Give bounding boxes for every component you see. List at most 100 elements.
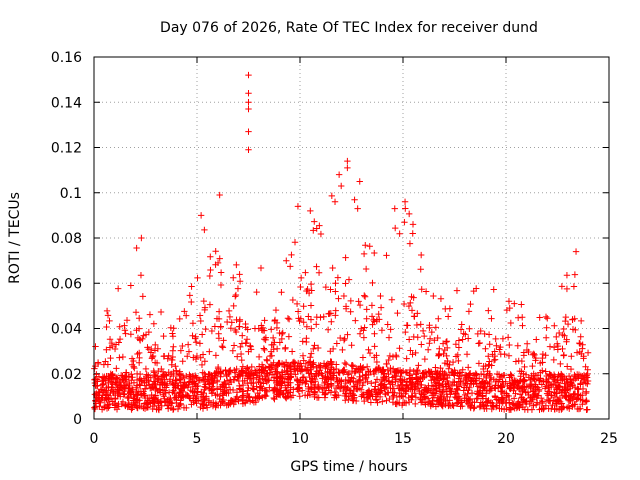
data-point [560, 325, 567, 333]
data-point [497, 398, 505, 405]
data-point [507, 406, 515, 413]
data-point [398, 392, 405, 399]
data-point [131, 364, 138, 372]
data-point [209, 380, 216, 387]
data-point [112, 375, 120, 382]
data-point [207, 253, 214, 260]
data-point [233, 316, 240, 324]
data-point [359, 354, 367, 361]
data-point [251, 325, 259, 332]
data-point [409, 351, 416, 358]
data-point [346, 387, 354, 394]
data-point [168, 361, 175, 368]
data-point [336, 369, 343, 377]
data-point [157, 379, 165, 386]
data-point [562, 393, 569, 401]
data-point [584, 366, 591, 373]
data-point [455, 344, 463, 351]
data-point [233, 261, 240, 269]
data-point [389, 365, 397, 373]
data-point [225, 389, 232, 397]
data-point [212, 247, 219, 255]
data-point [309, 375, 316, 382]
data-point [523, 383, 530, 390]
data-point [492, 377, 500, 385]
data-point [386, 395, 393, 403]
x-tick-label: 20 [497, 431, 515, 447]
data-point [356, 373, 363, 381]
data-point [136, 349, 143, 357]
data-point [316, 366, 324, 374]
data-point [344, 164, 351, 172]
data-point [550, 344, 558, 351]
data-point [497, 343, 504, 351]
data-point [430, 292, 437, 300]
data-point [116, 323, 123, 330]
data-point [303, 323, 311, 331]
data-point [287, 263, 294, 270]
data-point [213, 315, 221, 322]
data-point [200, 394, 207, 402]
data-point [394, 367, 402, 374]
data-point [155, 405, 162, 413]
data-point [183, 381, 190, 389]
data-point [434, 334, 441, 342]
data-point [110, 376, 117, 383]
data-point [161, 399, 169, 406]
data-point [567, 382, 574, 390]
data-point [208, 327, 216, 335]
y-tick-label: 0.12 [51, 141, 82, 157]
data-point [297, 274, 305, 282]
data-point [245, 348, 252, 355]
data-point [462, 374, 469, 382]
data-point [485, 380, 493, 388]
data-point [427, 402, 434, 410]
data-point [453, 385, 461, 392]
data-point [198, 361, 206, 369]
data-point [397, 387, 405, 394]
data-point [230, 302, 237, 310]
data-point [335, 369, 342, 376]
data-point [505, 298, 513, 305]
data-point [490, 286, 497, 293]
data-point [515, 382, 523, 390]
data-point [200, 401, 208, 408]
data-point [447, 386, 454, 394]
data-point [422, 288, 430, 295]
data-point [348, 367, 356, 375]
data-point [514, 314, 522, 321]
data-point [233, 393, 240, 401]
data-point [125, 399, 132, 407]
data-point [330, 374, 337, 382]
data-point [96, 403, 103, 410]
data-point [102, 388, 109, 396]
data-point [289, 296, 297, 304]
data-point [302, 269, 309, 276]
data-point [332, 312, 339, 319]
data-point [179, 358, 186, 365]
data-point [176, 402, 183, 409]
data-point [328, 192, 336, 200]
data-point [260, 335, 268, 343]
data-point [161, 371, 169, 379]
data-point [422, 401, 429, 408]
data-point [451, 379, 458, 386]
x-tick-label: 15 [394, 431, 412, 447]
data-point [270, 386, 277, 394]
data-point [361, 293, 369, 300]
data-point [116, 377, 124, 385]
data-point [458, 321, 465, 328]
data-point [515, 357, 522, 365]
data-point [546, 343, 554, 350]
data-point [576, 339, 583, 347]
data-point [245, 99, 252, 106]
data-point [310, 345, 317, 353]
data-point [308, 325, 315, 332]
data-point [499, 335, 507, 342]
data-point [456, 372, 463, 380]
data-point [350, 378, 357, 385]
data-point [311, 218, 318, 225]
data-point [305, 359, 313, 366]
data-point [573, 396, 580, 403]
data-point [245, 71, 252, 79]
